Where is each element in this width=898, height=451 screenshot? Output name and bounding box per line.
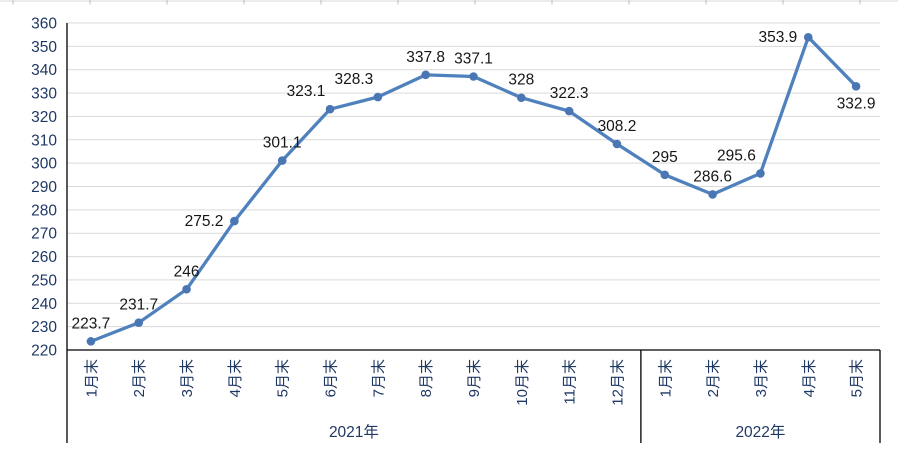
data-point[interactable] bbox=[134, 318, 144, 327]
y-axis-tick-label: 310 bbox=[31, 132, 57, 149]
y-axis-tick-label: 320 bbox=[31, 109, 57, 126]
data-point-label: 323.1 bbox=[287, 83, 326, 100]
x-axis-tick-label: 5月末 bbox=[849, 359, 866, 397]
data-point[interactable] bbox=[708, 190, 717, 199]
x-axis-tick-label: 6月末 bbox=[323, 359, 340, 397]
y-axis-tick-label: 260 bbox=[31, 249, 57, 266]
x-axis-tick-label: 7月末 bbox=[370, 359, 387, 397]
y-axis-tick-label: 360 bbox=[31, 16, 57, 33]
y-axis-tick-label: 240 bbox=[31, 296, 57, 313]
x-axis-tick-label: 9月末 bbox=[466, 359, 483, 397]
y-axis-tick-label: 300 bbox=[31, 156, 57, 173]
data-point-label: 337.8 bbox=[406, 49, 445, 66]
data-point-label: 286.6 bbox=[693, 168, 732, 185]
x-axis-tick-label: 3月末 bbox=[753, 359, 770, 397]
data-point[interactable] bbox=[803, 32, 813, 42]
y-axis-tick-label: 230 bbox=[31, 319, 57, 336]
data-point-label: 301.1 bbox=[263, 135, 302, 152]
data-point-label: 308.2 bbox=[598, 118, 637, 135]
data-point-label: 231.7 bbox=[119, 297, 158, 314]
x-axis-tick-label: 4月末 bbox=[801, 359, 818, 397]
data-point[interactable] bbox=[373, 92, 383, 102]
x-axis-tick-label: 11月末 bbox=[562, 359, 579, 405]
y-axis-tick-label: 290 bbox=[31, 179, 57, 196]
data-point[interactable] bbox=[230, 216, 239, 226]
x-axis-tick-label: 5月末 bbox=[275, 359, 292, 397]
x-axis-tick-label: 12月末 bbox=[609, 359, 626, 406]
series-line bbox=[89, 35, 858, 344]
data-point[interactable] bbox=[756, 169, 765, 178]
data-point[interactable] bbox=[86, 337, 96, 346]
data-point-label: 328.3 bbox=[334, 71, 373, 88]
y-axis-tick-label: 250 bbox=[31, 272, 57, 289]
y-axis-tick-label: 340 bbox=[31, 62, 57, 79]
x-axis-tick-label: 10月末 bbox=[514, 359, 531, 406]
x-axis-tick-label: 4月末 bbox=[227, 359, 244, 397]
data-point[interactable] bbox=[660, 170, 670, 180]
y-axis-tick-label: 330 bbox=[31, 86, 57, 103]
data-point-label: 322.3 bbox=[550, 85, 589, 102]
data-point-label: 337.1 bbox=[454, 50, 493, 67]
y-axis-tick-label: 270 bbox=[31, 226, 57, 243]
data-point[interactable] bbox=[182, 284, 191, 294]
data-point[interactable] bbox=[612, 139, 622, 149]
data-point[interactable] bbox=[277, 156, 287, 165]
data-point[interactable] bbox=[564, 106, 574, 116]
data-point-label: 295.6 bbox=[717, 147, 756, 164]
y-axis-tick-label: 280 bbox=[31, 202, 57, 219]
data-point[interactable] bbox=[851, 81, 861, 91]
data-point-label: 332.9 bbox=[837, 95, 876, 112]
data-point-label: 353.9 bbox=[758, 29, 797, 46]
data-point[interactable] bbox=[517, 93, 526, 103]
x-axis-tick-label: 1月末 bbox=[83, 359, 100, 397]
x-axis-tick-label: 8月末 bbox=[418, 359, 435, 397]
y-axis-tick-label: 350 bbox=[31, 39, 57, 56]
x-axis-tick-label: 3月末 bbox=[179, 359, 196, 397]
data-point-label: 295 bbox=[652, 149, 678, 166]
data-point[interactable] bbox=[469, 72, 478, 81]
x-axis-tick-label: 1月末 bbox=[657, 359, 674, 397]
data-point-label: 246 bbox=[174, 263, 200, 280]
y-axis-tick-label: 220 bbox=[31, 343, 57, 360]
x-axis-tick-label: 2月末 bbox=[131, 359, 148, 397]
year-group-label: 2021年 bbox=[329, 423, 379, 441]
data-point[interactable] bbox=[325, 104, 335, 114]
data-point-label: 328 bbox=[508, 72, 534, 89]
data-point[interactable] bbox=[421, 70, 430, 80]
year-group-label: 2022年 bbox=[735, 423, 785, 441]
data-point-label: 223.7 bbox=[72, 315, 111, 332]
x-axis-tick-label: 2月末 bbox=[705, 359, 722, 397]
data-point-label: 275.2 bbox=[185, 213, 224, 230]
